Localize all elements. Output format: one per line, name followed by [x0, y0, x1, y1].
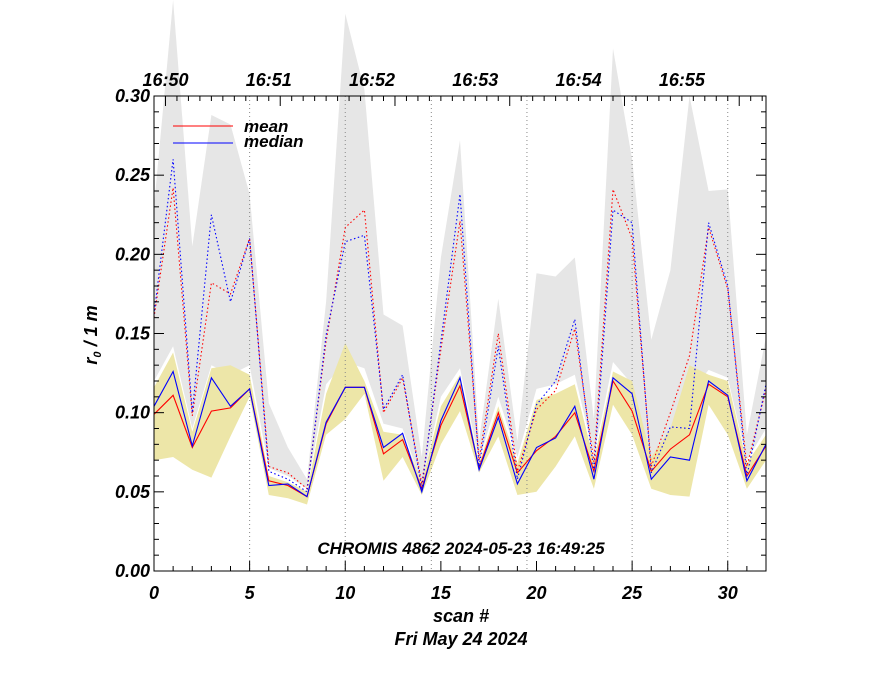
- series-median: [153, 370, 767, 498]
- legend-mean-label: mean: [244, 117, 288, 136]
- time-tick-label: 16:55: [659, 70, 706, 90]
- x-tick-label: 30: [718, 583, 738, 603]
- time-tick-label: 16:51: [246, 70, 292, 90]
- y-axis-label-sub: 0: [92, 351, 104, 358]
- series-lines: [153, 159, 767, 498]
- legend: mean median: [173, 117, 304, 151]
- x-tick-labels: 0 5 10 15 20 25 30: [149, 583, 738, 603]
- time-tick-label: 16:52: [349, 70, 395, 90]
- y-axis-label-r: r: [81, 357, 101, 365]
- y-tick-label: 0.00: [115, 561, 150, 581]
- x-tick-label: 25: [621, 583, 643, 603]
- y-tick-label: 0.10: [115, 403, 150, 423]
- y-axis-label: r0 / 1 m: [81, 305, 104, 364]
- x-tick-label: 20: [525, 583, 546, 603]
- time-tick-label: 16:54: [556, 70, 602, 90]
- y-tick-label: 0.05: [115, 482, 151, 502]
- time-tick-label: 16:53: [452, 70, 498, 90]
- chart-title: CHROMIS 4862 2024-05-23 16:49:25: [317, 539, 605, 558]
- date-label: Fri May 24 2024: [394, 629, 527, 649]
- y-axis-label-unit: / 1 m: [81, 305, 101, 351]
- time-tick-label: 16:50: [142, 70, 188, 90]
- x-axis-label: scan #: [433, 606, 489, 626]
- y-tick-label: 0.15: [115, 324, 151, 344]
- x-tick-label: 0: [149, 583, 159, 603]
- x-tick-label: 15: [431, 583, 452, 603]
- time-tick-labels: 16:50 16:51 16:52 16:53 16:54 16:55: [142, 70, 705, 90]
- x-tick-label: 5: [245, 583, 256, 603]
- y-tick-label: 0.25: [115, 165, 151, 185]
- upper-spread-band: [154, 0, 766, 489]
- legend-median-label: median: [244, 132, 304, 151]
- y-tick-label: 0.20: [115, 244, 150, 264]
- y-tick-label: 0.30: [115, 86, 150, 106]
- y-tick-labels: 0.00 0.05 0.10 0.15 0.20 0.25 0.30: [115, 86, 151, 581]
- axis-ticks: [153, 95, 767, 572]
- x-tick-label: 10: [335, 583, 355, 603]
